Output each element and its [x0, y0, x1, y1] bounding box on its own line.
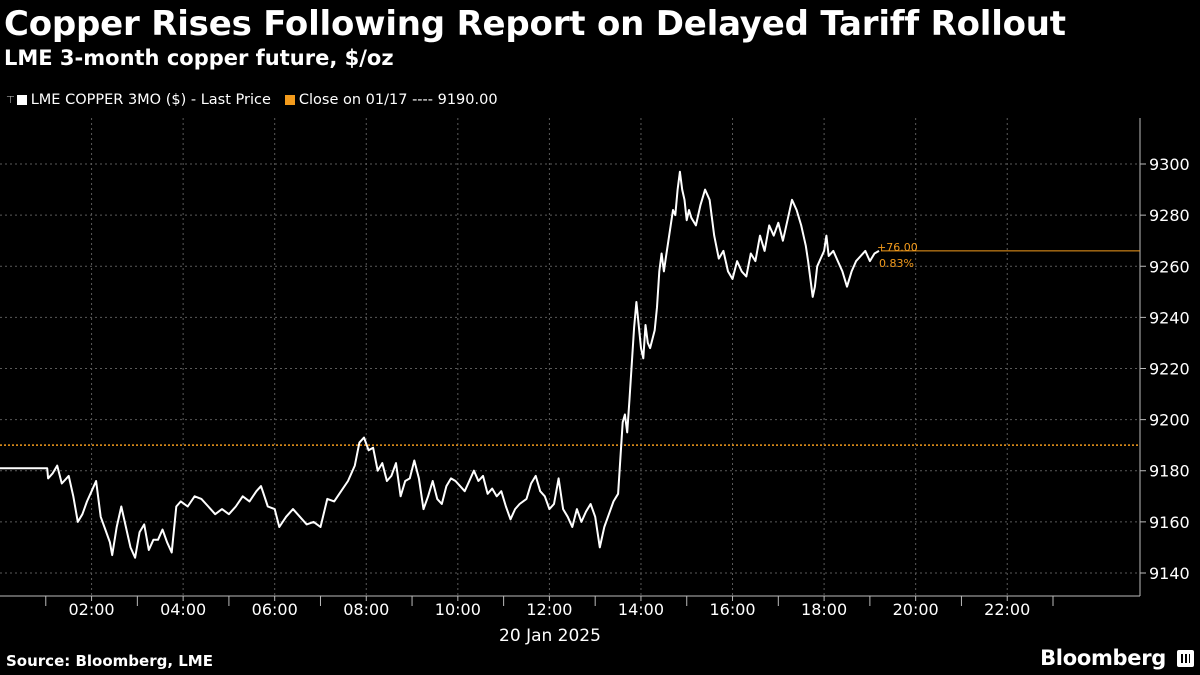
- price-series-line: [0, 170, 880, 559]
- legend-item-prior-close[interactable]: Close on 01/17 ---- 9190.00: [284, 92, 498, 108]
- source-note: Source: Bloomberg, LME: [6, 652, 213, 670]
- x-tick-label: 14:00: [618, 600, 664, 619]
- x-tick-label: 18:00: [801, 600, 847, 619]
- x-tick-label: 10:00: [435, 600, 481, 619]
- last-change-label: +76.00: [877, 241, 918, 254]
- chart-subtitle: LME 3-month copper future, $/oz: [4, 46, 394, 70]
- last-percent-label: 0.83%: [879, 257, 914, 270]
- legend-handle-icon[interactable]: ⊤: [6, 94, 15, 106]
- y-tick-label: 9140: [1149, 564, 1190, 583]
- legend-item-last-price[interactable]: LME COPPER 3MO ($) - Last Price: [16, 92, 271, 108]
- y-tick-label: 9240: [1149, 308, 1190, 327]
- x-tick-label: 12:00: [526, 600, 572, 619]
- y-tick-label: 9160: [1149, 513, 1190, 532]
- legend-label-prior-close: Close on 01/17 ---- 9190.00: [298, 92, 498, 108]
- x-axis-ticks: 02:00 04:00 06:00 08:00 10:00 12:00 14:00 16:00…: [45, 596, 1054, 619]
- y-axis-ticks: 9140 9160 9180 9200 9220 9240 9260 9280 9300: [1140, 155, 1190, 583]
- x-tick-label: 20:00: [893, 600, 939, 619]
- gridlines: [0, 118, 1140, 596]
- x-axis-date-label: 20 Jan 2025: [499, 626, 601, 646]
- chart-legend: ⊤ LME COPPER 3MO ($) - Last Price Close …: [6, 92, 512, 108]
- legend-swatch-white: [16, 95, 27, 105]
- x-tick-label: 02:00: [69, 600, 115, 619]
- x-tick-label: 16:00: [709, 600, 755, 619]
- y-tick-label: 9220: [1149, 360, 1190, 379]
- y-tick-label: 9200: [1149, 411, 1190, 430]
- x-tick-label: 04:00: [160, 600, 206, 619]
- y-tick-label: 9260: [1149, 257, 1190, 276]
- x-tick-label: 22:00: [984, 600, 1030, 619]
- legend-label-last-price: LME COPPER 3MO ($) - Last Price: [30, 92, 271, 108]
- chart-title: Copper Rises Following Report on Delayed…: [4, 4, 1066, 44]
- y-tick-label: 9280: [1149, 206, 1190, 225]
- x-tick-label: 06:00: [252, 600, 298, 619]
- legend-swatch-orange: [284, 95, 295, 105]
- bloomberg-logo-icon[interactable]: [1177, 650, 1194, 667]
- bloomberg-logo[interactable]: Bloomberg: [1040, 646, 1166, 670]
- y-tick-label: 9300: [1149, 155, 1190, 174]
- reference-lines: [0, 250, 1140, 446]
- y-tick-label: 9180: [1149, 462, 1190, 481]
- x-tick-label: 08:00: [343, 600, 389, 619]
